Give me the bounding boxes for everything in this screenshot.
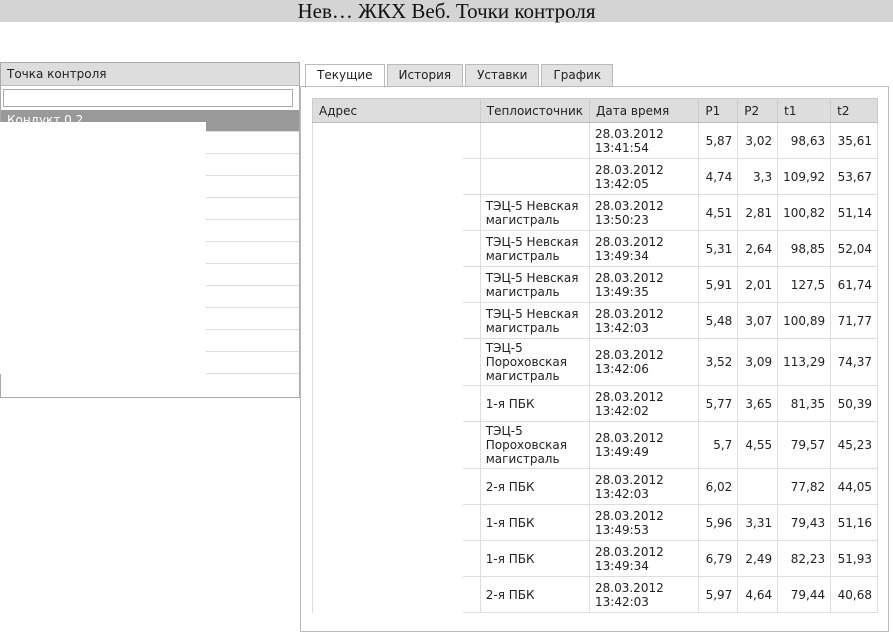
table-cell: 5,97 (698, 576, 739, 613)
table-cell: 52,04 (830, 230, 878, 267)
table-cell: 5,7 (698, 421, 739, 469)
table-cell: 51,16 (830, 504, 878, 541)
table-cell: 3,09 (737, 338, 779, 386)
table-cell: 28.03.2012 13:42:05 (589, 158, 700, 195)
table-cell: 28.03.2012 13:42:03 (589, 302, 700, 339)
table-cell: 1-я ПБК (479, 540, 591, 577)
table-cell: ТЭЦ-5 Невская магистраль (479, 194, 591, 231)
table-cell: 71,77 (830, 302, 878, 339)
table-cell: 98,85 (777, 230, 832, 267)
table-cell: 2,49 (737, 540, 779, 577)
table-cell: 4,74 (698, 158, 739, 195)
panel-header: Точка контроля (1, 63, 299, 86)
table-cell: 5,31 (698, 230, 739, 267)
column-header[interactable]: P1 (698, 98, 739, 123)
table-row[interactable]: ТЭЦ-5 Невская магистраль 28.03.2012 13:49… (312, 230, 878, 267)
column-header[interactable]: Дата время (589, 98, 700, 123)
table-cell: 3,3 (737, 158, 779, 195)
table-cell: 2-я ПБК (479, 576, 591, 613)
table-cell: 2,81 (737, 194, 779, 231)
redacted-area (313, 150, 463, 620)
table-cell: 28.03.2012 13:42:03 (589, 468, 700, 505)
table-cell: 28.03.2012 13:49:53 (589, 504, 700, 541)
table-cell: 100,89 (777, 302, 832, 339)
table-cell: ТЭЦ-5 Невская магистраль (479, 302, 591, 339)
table-cell: 2,64 (737, 230, 779, 267)
table-cell: 109,92 (777, 158, 832, 195)
table-cell: 79,43 (777, 504, 832, 541)
table-cell: 3,65 (737, 385, 779, 422)
tab-0[interactable]: Текущие (305, 64, 385, 88)
table-cell: 2-я ПБК (479, 468, 591, 505)
table-cell: 3,52 (698, 338, 739, 386)
column-header[interactable]: Теплоисточник (479, 98, 591, 123)
table-cell: 4,55 (737, 421, 779, 469)
table-cell (479, 158, 591, 195)
table-cell: 77,82 (777, 468, 832, 505)
table-cell: 35,61 (830, 122, 878, 159)
column-header[interactable]: t2 (830, 98, 878, 123)
table-cell: 51,93 (830, 540, 878, 577)
table-cell (737, 468, 779, 505)
tab-3[interactable]: График (541, 64, 614, 87)
table-cell: 74,37 (830, 338, 878, 386)
table-cell: 5,48 (698, 302, 739, 339)
table-cell: 53,67 (830, 158, 878, 195)
table-cell: ТЭЦ-5 Невская магистраль (479, 230, 591, 267)
table-cell: 28.03.2012 13:49:34 (589, 540, 700, 577)
table-cell: 3,02 (737, 122, 779, 159)
table-cell: ТЭЦ-5 Невская магистраль (479, 266, 591, 303)
table-cell: 28.03.2012 13:49:35 (589, 266, 700, 303)
table-row[interactable]: 1-я ПБК 28.03.2012 13:49:53 5,96 3,31 79,43 5… (312, 504, 878, 541)
table-cell: 5,87 (698, 122, 739, 159)
table-cell: 28.03.2012 13:49:49 (589, 421, 700, 469)
table-cell: 5,91 (698, 266, 739, 303)
table-cell (479, 122, 591, 159)
page-title: Нев… ЖКХ Веб. Точки контроля (0, 0, 893, 22)
table-cell: 1-я ПБК (479, 385, 591, 422)
table-cell: 4,64 (737, 576, 779, 613)
tab-2[interactable]: Уставки (465, 64, 540, 87)
tab-1[interactable]: История (386, 64, 464, 87)
table-cell: 82,23 (777, 540, 832, 577)
table-cell: 4,51 (698, 194, 739, 231)
table-cell: 5,96 (698, 504, 739, 541)
table-cell: 28.03.2012 13:49:34 (589, 230, 700, 267)
table-cell: 45,23 (830, 421, 878, 469)
table-cell: 28.03.2012 13:42:06 (589, 338, 700, 386)
table-cell: 1-я ПБК (479, 504, 591, 541)
table-cell: 61,74 (830, 266, 878, 303)
table-cell: ТЭЦ-5 Пороховская магистраль (479, 338, 591, 386)
table-cell: 6,79 (698, 540, 739, 577)
table-cell: 79,44 (777, 576, 832, 613)
tab-bar: Текущие История Уставки График (305, 64, 615, 88)
column-header[interactable]: Адрес (312, 98, 481, 123)
table-cell: 28.03.2012 13:41:54 (589, 122, 700, 159)
table-cell: 5,77 (698, 385, 739, 422)
table-cell: 40,68 (830, 576, 878, 613)
column-header[interactable]: t1 (777, 98, 832, 123)
table-cell: 28.03.2012 13:42:02 (589, 385, 700, 422)
search-input[interactable] (3, 89, 293, 107)
table-cell: 2,01 (737, 266, 779, 303)
table-cell: 44,05 (830, 468, 878, 505)
table-cell: 98,63 (777, 122, 832, 159)
table-cell: 113,29 (777, 338, 832, 386)
table-cell: 100,82 (777, 194, 832, 231)
column-header[interactable]: P2 (737, 98, 779, 123)
table-cell: 28.03.2012 13:42:03 (589, 576, 700, 613)
table-cell: 6,02 (698, 468, 739, 505)
table-cell: ТЭЦ-5 Пороховская магистраль (479, 421, 591, 469)
table-cell: 3,31 (737, 504, 779, 541)
table-cell: 79,57 (777, 421, 832, 469)
table-cell: 28.03.2012 13:50:23 (589, 194, 700, 231)
table-cell: 50,39 (830, 385, 878, 422)
table-cell: 81,35 (777, 385, 832, 422)
table-cell: 51,14 (830, 194, 878, 231)
table-cell: 127,5 (777, 266, 832, 303)
table-cell: 3,07 (737, 302, 779, 339)
redacted-area (0, 122, 206, 374)
